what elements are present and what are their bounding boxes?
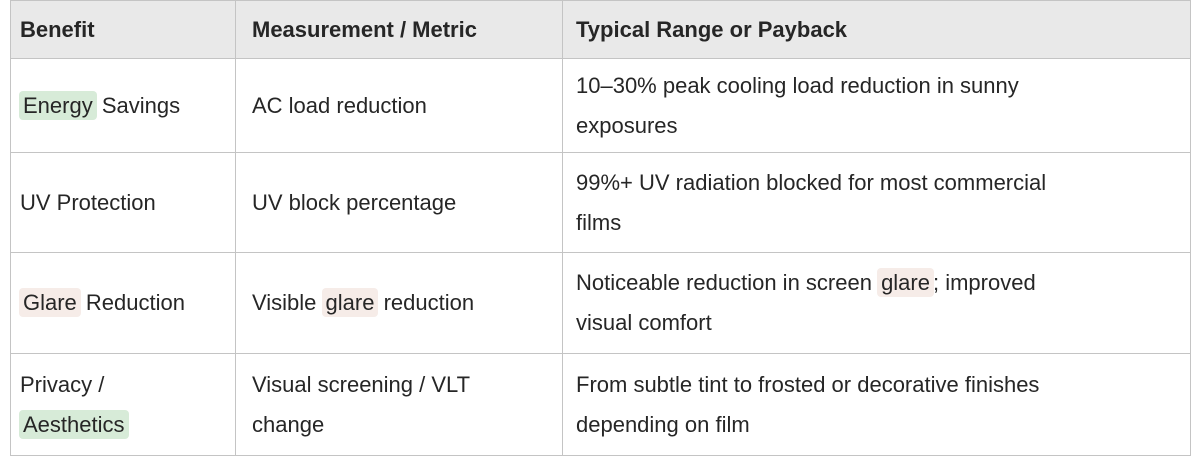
cell-text: Glare Reduction	[19, 283, 206, 323]
highlighted-text-green: Aesthetics	[19, 409, 129, 439]
highlighted-text-pink: glare	[321, 288, 379, 317]
column-header-metric: Measurement / Metric	[235, 0, 563, 59]
metric-cell: UV block percentage	[235, 152, 563, 253]
metric-cell: Visible glare reduction	[235, 252, 563, 354]
range-cell: 99%+ UV radiation blocked for most comme…	[562, 152, 1191, 253]
highlighted-text-pink: glare	[877, 268, 934, 297]
table-body: Energy Savings AC load reduction 10–30% pe…	[10, 58, 1191, 456]
cell-text: UV Protection	[20, 189, 156, 215]
range-cell: Noticeable reduction in screen glare; im…	[562, 252, 1191, 354]
cell-text: Noticeable reduction in screen glare; im…	[576, 268, 1036, 335]
cell-text: From subtle tint to frosted or decorativ…	[576, 371, 1040, 437]
benefit-cell: UV Protection	[10, 152, 236, 253]
column-header-range: Typical Range or Payback	[562, 0, 1191, 59]
cell-text: Visual screening / VLT change	[252, 371, 470, 437]
benefit-cell: Glare Reduction	[10, 252, 236, 354]
cell-text: 99%+ UV radiation blocked for most comme…	[576, 169, 1047, 235]
metric-cell: Visual screening / VLT change	[235, 353, 563, 456]
benefit-cell: Energy Savings	[10, 58, 236, 153]
range-cell: 10–30% peak cooling load reduction in su…	[562, 58, 1191, 153]
cell-text: Visible glare reduction	[252, 288, 475, 317]
table-header: Benefit Measurement / Metric Typical Ran…	[10, 0, 1191, 59]
column-header-benefit: Benefit	[10, 0, 236, 59]
header-row: Benefit Measurement / Metric Typical Ran…	[10, 0, 1191, 59]
table-row: UV Protection UV block percentage 99%+ UV …	[10, 152, 1191, 253]
cell-text: Privacy / Aesthetics	[19, 365, 206, 445]
highlighted-text-green: Energy	[19, 90, 97, 120]
benefits-table: Benefit Measurement / Metric Typical Ran…	[10, 0, 1191, 456]
cell-text: UV block percentage	[252, 189, 457, 215]
table-row: Energy Savings AC load reduction 10–30% pe…	[10, 58, 1191, 153]
cell-text: AC load reduction	[252, 92, 427, 118]
range-cell: From subtle tint to frosted or decorativ…	[562, 353, 1191, 456]
table-row: Privacy / Aesthetics Visual screening / V…	[10, 353, 1191, 456]
cell-text: Energy Savings	[19, 86, 206, 126]
metric-cell: AC load reduction	[235, 58, 563, 153]
cell-text: 10–30% peak cooling load reduction in su…	[576, 72, 1019, 138]
highlighted-text-pink: Glare	[19, 288, 81, 317]
benefit-cell: Privacy / Aesthetics	[10, 353, 236, 456]
table-row: Glare Reduction Visible glare reduction No…	[10, 252, 1191, 354]
